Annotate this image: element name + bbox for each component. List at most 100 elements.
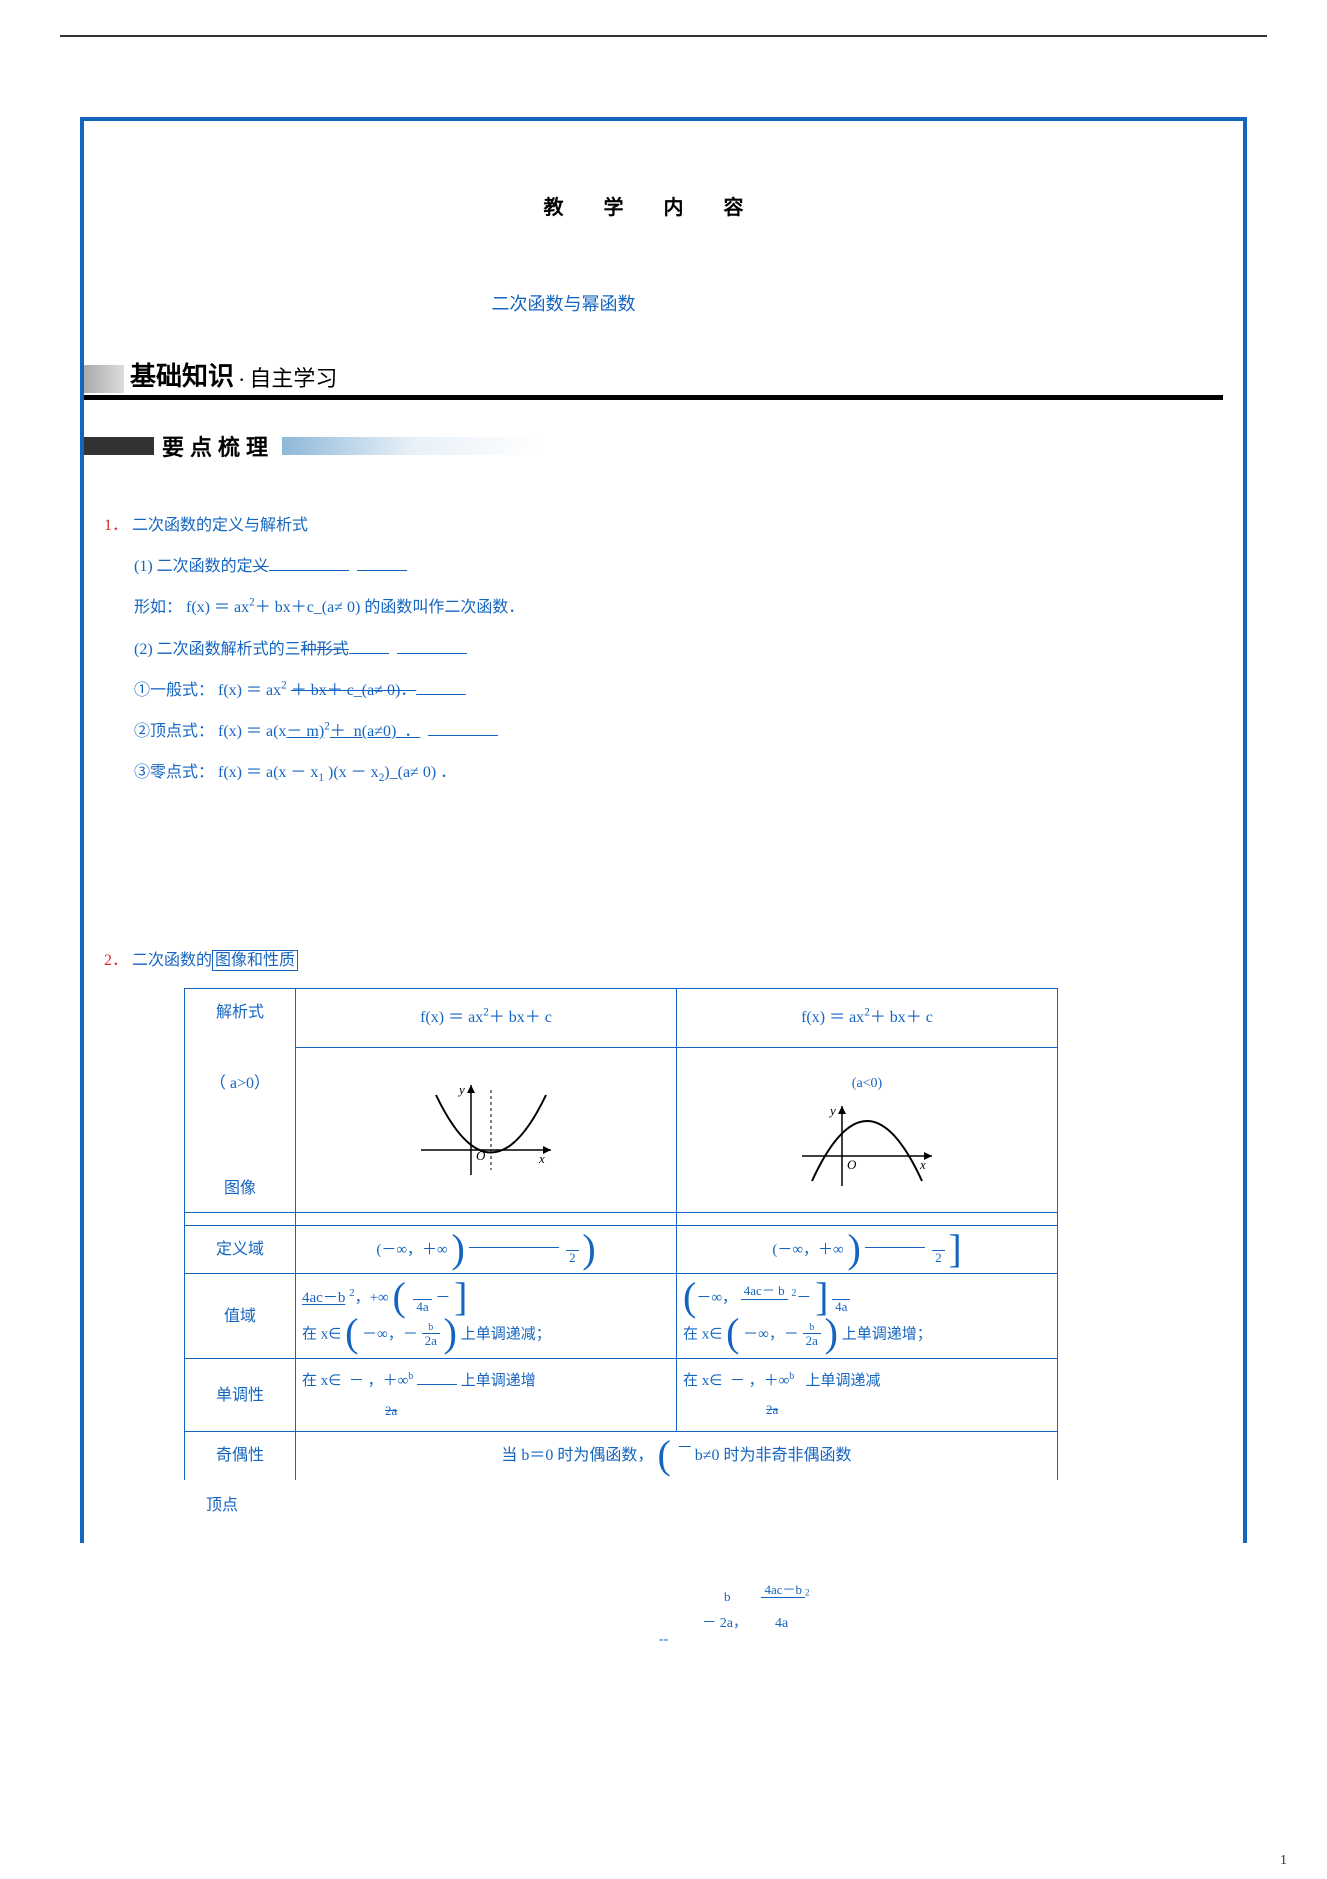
cell-domain-b: (－∞，＋∞ ) 2 ] xyxy=(677,1226,1058,1274)
sec2-number: 2． xyxy=(104,952,128,969)
blank-4 xyxy=(428,719,498,736)
blank-m2a xyxy=(417,1369,457,1385)
cell-graph-b: (a<0) O x y xyxy=(677,1047,1058,1212)
fB-post: ＋ bx＋ c xyxy=(870,1009,933,1026)
parityA: 当 b＝0 时为偶函数， xyxy=(501,1447,653,1464)
m1B-int: －∞，－ xyxy=(743,1327,799,1343)
svg-text:x: x xyxy=(919,1157,926,1172)
m2B-suf: 上单调递减 xyxy=(806,1373,881,1389)
top-rule xyxy=(60,35,1267,37)
banner-main-text: 基础知识 xyxy=(130,356,234,393)
foot-ac: 4ac－b xyxy=(761,1583,805,1598)
fB-pre: f(x) ＝ ax xyxy=(801,1009,864,1026)
condA: （ a>0） xyxy=(210,1075,270,1092)
banner-underline xyxy=(84,395,1223,400)
sub-banner-dark xyxy=(84,437,154,455)
svg-text:y: y xyxy=(457,1082,465,1097)
sec1-l1-pre: ①一般式： f(x) ＝ ax xyxy=(134,682,281,699)
sec1-l2-u2: ＋_n(a≠0)_． xyxy=(330,723,421,740)
sec1-l3-end: )_(a≠ 0) ． xyxy=(384,764,456,781)
parabola-down-icon: O x y xyxy=(792,1101,942,1191)
content-frame: 教学内容 二次函数与幂函数 基础知识 · 自主学习 要点梳理 1． 二次函数的定… xyxy=(80,117,1247,1543)
blank-3 xyxy=(416,678,466,695)
m1B-pre: 在 x∈ xyxy=(683,1327,722,1343)
row-label-1: 解析式 （ a>0） 图像 xyxy=(185,989,296,1213)
table-row-domain: 定义域 (－∞，＋∞ ) 2 ) (－∞，＋∞ ) xyxy=(185,1226,1058,1274)
sec1-l3-mid: )(x － x xyxy=(324,764,379,781)
sec1-p2-pre: 形如： f(x) ＝ ax xyxy=(134,599,249,616)
table-row-spacer xyxy=(185,1213,1058,1226)
sec2-title-pre: 二次函数的 xyxy=(132,952,212,969)
header-spacer xyxy=(84,121,1243,181)
rl7: 顶点 xyxy=(206,1497,238,1514)
m2A-2a: 2a xyxy=(382,1404,400,1418)
rngA-pre: 4ac－b xyxy=(302,1291,345,1307)
rl1-text: 解析式 xyxy=(216,1004,264,1021)
cell-parity: 当 b＝0 时为偶函数， ( b≠0 时为非奇非偶函数 xyxy=(296,1432,1058,1480)
table-row-graph: O x y (a<0) O x xyxy=(185,1047,1058,1212)
cell-formula-a: f(x) ＝ ax2＋ bx＋ c xyxy=(296,989,677,1048)
cell-mono2-a: 在 x∈ － ，＋∞b 上单调递增 2a xyxy=(296,1359,677,1432)
rngB-pre: 4ac－ b xyxy=(741,1284,788,1299)
sec1-l2-u1: － m) xyxy=(286,723,324,740)
sec1-title: 二次函数的定义与解析式 xyxy=(132,517,308,534)
fA-pre: f(x) ＝ ax xyxy=(420,1009,483,1026)
m1A-suf: 上单调递减； xyxy=(461,1327,551,1343)
m2B-2a: 2a xyxy=(763,1403,781,1417)
header-title: 教学内容 xyxy=(84,181,1243,250)
page-number: 1 xyxy=(1280,1853,1287,1869)
m2A-int: － ，＋∞ xyxy=(349,1373,408,1389)
rl4: 值域 xyxy=(185,1274,296,1359)
m1B-2a: 2a xyxy=(803,1334,821,1348)
cell-mono2-b: 在 x∈ － ，＋∞b 上单调递减 2a xyxy=(677,1359,1058,1432)
sec1-p3-label: (2) 二次函数解析式的三 xyxy=(134,641,301,658)
table-row-range: 值域 4ac－b 2，+∞ ( 4a － ] 在 x∈ ( －∞，－ b2a xyxy=(185,1274,1058,1359)
sec1-number: 1． xyxy=(104,517,128,534)
page-subtitle: 二次函数与幂函数 xyxy=(0,290,1243,316)
sec1-l2-pre: ②顶点式： f(x) ＝ a(x xyxy=(134,723,286,740)
vertex-row: 顶点 xyxy=(194,1480,1223,1523)
parityB: b≠0 时为非奇非偶函数 xyxy=(695,1447,852,1464)
m2A-pre: 在 x∈ xyxy=(302,1373,341,1389)
cell-graph-a: O x y xyxy=(296,1047,677,1212)
top-dash-mark: -- xyxy=(0,0,1327,5)
rngA-4a: 4a xyxy=(413,1300,431,1314)
table-row-parity: 奇偶性 当 b＝0 时为偶函数， ( b≠0 时为非奇非偶函数 xyxy=(185,1432,1058,1480)
foot-2a: － 2a， xyxy=(702,1616,747,1631)
sub-banner-fade xyxy=(282,437,542,455)
foot-b: b xyxy=(721,1590,734,1604)
cell-range-b: (－∞， 4ac－ b 2－ ] 4a 在 x∈ ( －∞，－ b2a ) 上单… xyxy=(677,1274,1058,1359)
svg-text:y: y xyxy=(828,1103,836,1118)
blank-2 xyxy=(349,637,389,654)
section-2: 2． 二次函数的图像和性质 解析式 （ a>0） 图像 f(x) ＝ ax2＋ … xyxy=(84,817,1243,1543)
sub-banner: 要点梳理 xyxy=(84,430,1243,462)
cell-range-a: 4ac－b 2，+∞ ( 4a － ] 在 x∈ ( －∞，－ b2a ) 上单… xyxy=(296,1274,677,1359)
sec2-title-box: 图像和性质 xyxy=(212,950,298,971)
fA-post: ＋ bx＋ c xyxy=(489,1009,552,1026)
blank-1 xyxy=(269,554,349,571)
banner-gray-block xyxy=(84,365,124,393)
sub-banner-text: 要点梳理 xyxy=(154,430,282,462)
sec1-p1-strike: 义 xyxy=(253,558,269,575)
blank-d2 xyxy=(865,1232,925,1248)
m1A-pre: 在 x∈ xyxy=(302,1327,341,1343)
blank-1b xyxy=(357,554,407,571)
rl6: 奇偶性 xyxy=(185,1432,296,1480)
cell-formula-b: f(x) ＝ ax2＋ bx＋ c xyxy=(677,989,1058,1048)
blank-d1 xyxy=(469,1232,559,1248)
svg-text:O: O xyxy=(847,1157,857,1172)
cell-domain-a: (－∞，＋∞ ) 2 ) xyxy=(296,1226,677,1274)
m1A-int: －∞，－ xyxy=(362,1327,418,1343)
sec1-l1-strike: ＋ bx＋ c_(a≠ 0)． xyxy=(291,682,417,699)
rl2-text: 图像 xyxy=(224,1180,256,1197)
sec1-l1-sup: 2 xyxy=(281,679,287,691)
domB: (－∞，＋∞ xyxy=(772,1242,843,1258)
sec1-l3-a: ③零点式： f(x) ＝ a(x － x xyxy=(134,764,318,781)
properties-table: 解析式 （ a>0） 图像 f(x) ＝ ax2＋ bx＋ c f(x) ＝ a… xyxy=(184,988,1058,1479)
sec1-p1-label: (1) 二次函数的定 xyxy=(134,558,253,575)
footer-math: b 4ac－b 2 － 2a， 4a -- xyxy=(0,1583,1327,1649)
banner-dot: · xyxy=(238,367,245,393)
condB: (a<0) xyxy=(687,1069,1047,1100)
svg-text:x: x xyxy=(538,1151,545,1166)
table-row-mono-label: 单调性 在 x∈ － ，＋∞b 上单调递增 2a 在 x∈ xyxy=(185,1359,1058,1432)
